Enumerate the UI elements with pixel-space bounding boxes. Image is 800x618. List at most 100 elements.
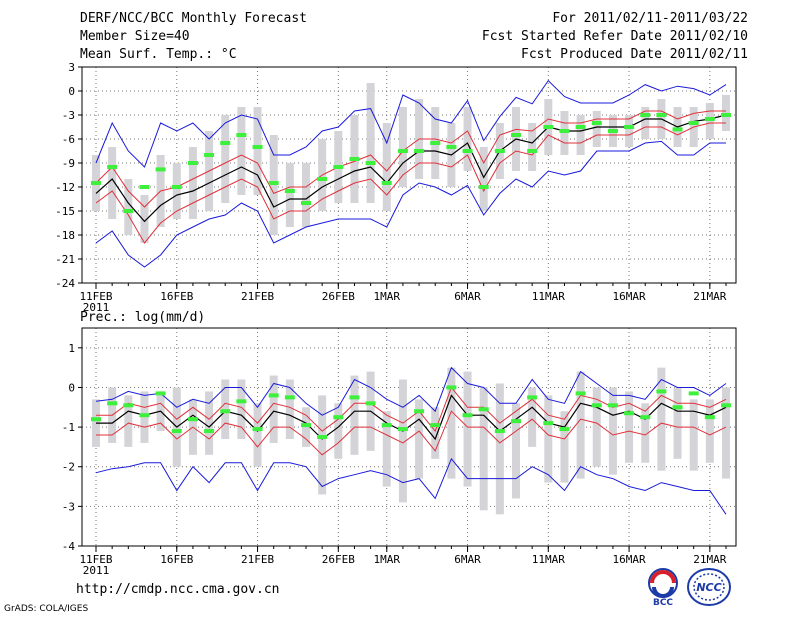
member-marker	[559, 427, 570, 432]
forecast-period: For 2011/02/11-2011/03/22	[552, 11, 748, 26]
member-marker	[446, 385, 457, 390]
member-spread-bar	[479, 147, 488, 211]
member-marker	[171, 429, 182, 434]
member-marker	[414, 409, 425, 414]
member-spread-bar	[528, 123, 537, 171]
member-marker	[171, 185, 182, 189]
x-tick-label: 16MAR	[613, 290, 646, 303]
member-spread-bar	[479, 387, 488, 511]
x-tick-label: 1MAR	[374, 553, 401, 566]
x-tick-label: 11FEB	[79, 553, 112, 566]
y-tick-label: 3	[68, 61, 75, 74]
member-marker	[527, 149, 538, 153]
member-marker	[252, 427, 263, 432]
grads-credit: GrADS: COLA/IGES	[4, 604, 89, 614]
y-tick-label: 0	[68, 381, 75, 394]
member-spread-bar	[108, 147, 117, 219]
member-spread-bar	[722, 387, 730, 479]
y-tick-label: -12	[55, 181, 75, 194]
forecast-produced-date: Fcst Produced Date 2011/02/11	[521, 47, 748, 62]
member-spread-bar	[625, 391, 634, 463]
member-spread-bar	[285, 379, 294, 439]
member-marker	[607, 129, 618, 133]
member-marker	[187, 417, 198, 422]
x-tick-label: 16FEB	[160, 553, 193, 566]
member-marker	[543, 125, 554, 129]
member-marker	[656, 113, 667, 117]
bcc-logo-icon: BCC	[648, 568, 678, 608]
source-url: http://cmdp.ncc.cma.gov.cn	[76, 582, 280, 597]
member-marker	[688, 391, 699, 396]
member-marker	[446, 145, 457, 149]
member-marker	[591, 121, 602, 125]
member-marker	[381, 181, 392, 185]
member-spread-bar	[124, 179, 133, 235]
member-spread-bar	[495, 383, 504, 515]
member-spread-bar	[172, 163, 181, 219]
y-tick-label: -1	[62, 421, 75, 434]
chart-title: DERF/NCC/BCC Monthly Forecast	[80, 11, 307, 26]
member-marker	[220, 141, 231, 145]
member-spread-bar	[205, 391, 214, 455]
y-tick-label: -24	[55, 277, 75, 290]
member-marker	[301, 201, 311, 205]
member-marker	[252, 145, 263, 149]
member-spread-bar	[188, 147, 197, 219]
y-tick-label: -3	[62, 109, 75, 122]
member-spread-bar	[334, 403, 343, 459]
member-marker	[721, 403, 731, 408]
member-marker	[284, 189, 295, 193]
y-tick-label: -4	[62, 540, 76, 553]
member-marker	[430, 423, 441, 428]
member-spread-bar	[592, 387, 601, 467]
member-marker	[478, 407, 489, 412]
member-marker	[333, 165, 344, 169]
member-spread-bar	[253, 107, 262, 195]
member-marker	[268, 393, 279, 398]
y-tick-label: -9	[62, 157, 75, 170]
x-tick-sublabel: 2011	[83, 564, 110, 577]
member-spread-bar	[576, 371, 585, 479]
member-marker	[139, 413, 150, 418]
member-spread-bar	[592, 111, 601, 147]
member-spread-bar	[237, 379, 246, 439]
member-spread-bar	[463, 371, 472, 487]
member-marker	[462, 413, 473, 418]
member-marker	[575, 125, 586, 129]
member-marker	[640, 113, 651, 117]
member-marker	[155, 167, 166, 172]
member-marker	[721, 113, 731, 117]
upper-inner-line	[95, 110, 726, 208]
x-tick-label: 16FEB	[160, 290, 193, 303]
member-marker	[430, 141, 441, 145]
member-marker	[349, 157, 360, 161]
member-spread-bar	[237, 107, 246, 195]
lower-inner-line	[96, 410, 727, 456]
member-spread-bar	[625, 115, 634, 147]
y-tick-label: -15	[55, 205, 75, 218]
member-marker	[462, 149, 473, 153]
member-marker	[688, 121, 699, 125]
lower-outer-line	[95, 457, 727, 515]
member-marker	[268, 181, 279, 185]
member-marker	[204, 429, 215, 434]
ncc-logo: NCC	[685, 566, 733, 612]
member-marker	[123, 403, 134, 408]
member-marker	[397, 427, 408, 432]
ensemble-mean-line	[96, 394, 727, 441]
member-marker	[607, 403, 618, 408]
member-spread-bar	[560, 411, 569, 483]
upper-outer-line	[95, 366, 727, 416]
member-spread-bar	[512, 403, 520, 499]
member-marker	[91, 417, 101, 422]
x-tick-label: 6MAR	[454, 290, 481, 303]
member-marker	[511, 133, 521, 137]
member-marker	[672, 405, 683, 410]
member-spread-bar	[382, 411, 391, 487]
member-spread-bar	[689, 399, 698, 471]
member-marker	[527, 395, 538, 400]
plot-frame	[81, 327, 737, 547]
y-tick-label: 0	[68, 85, 75, 98]
